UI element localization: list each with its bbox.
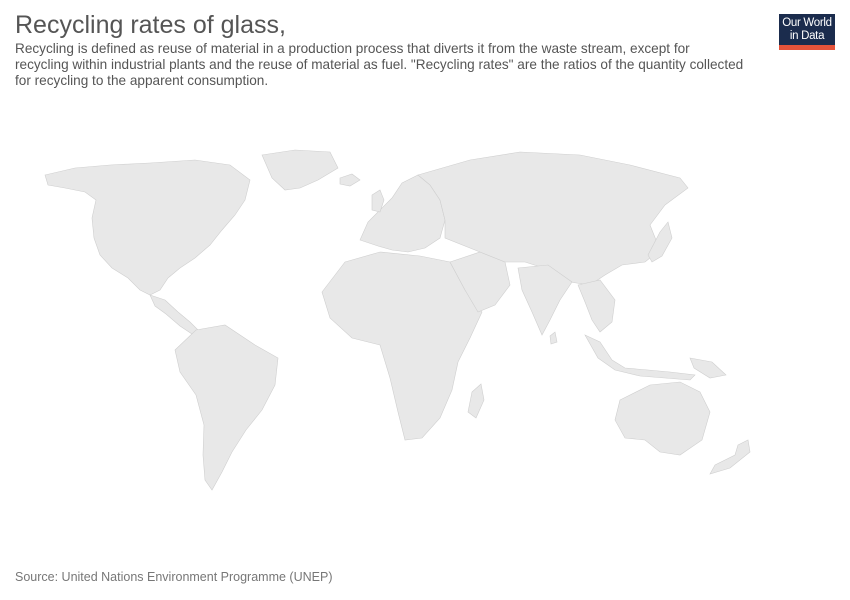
region-south-america[interactable]: [174, 324, 279, 491]
region-southeast-asia[interactable]: [577, 279, 616, 333]
region-africa[interactable]: [321, 251, 483, 441]
region-japan[interactable]: [647, 221, 673, 263]
source-note: Source: United Nations Environment Progr…: [15, 570, 333, 584]
region-sri-lanka[interactable]: [549, 331, 558, 345]
logo-accent-bar: [779, 45, 835, 50]
region-asia[interactable]: [417, 151, 689, 286]
region-greenland[interactable]: [261, 149, 339, 191]
region-india[interactable]: [517, 264, 573, 336]
region-papua-new-guinea[interactable]: [689, 357, 727, 379]
chart-subtitle: Recycling is defined as reuse of materia…: [15, 41, 744, 88]
region-central-america[interactable]: [149, 294, 199, 335]
region-iceland[interactable]: [339, 173, 361, 187]
logo-line-1: Our World: [782, 17, 832, 29]
logo-line-2: in Data: [789, 30, 825, 42]
region-madagascar[interactable]: [467, 383, 485, 419]
owid-logo[interactable]: Our World in Data: [779, 14, 835, 50]
region-uk[interactable]: [371, 189, 385, 213]
region-north-america[interactable]: [44, 159, 251, 296]
region-australia[interactable]: [614, 381, 711, 456]
region-new-zealand[interactable]: [709, 439, 751, 475]
region-indonesia[interactable]: [584, 334, 696, 381]
chart-title: Recycling rates of glass,: [15, 11, 286, 39]
